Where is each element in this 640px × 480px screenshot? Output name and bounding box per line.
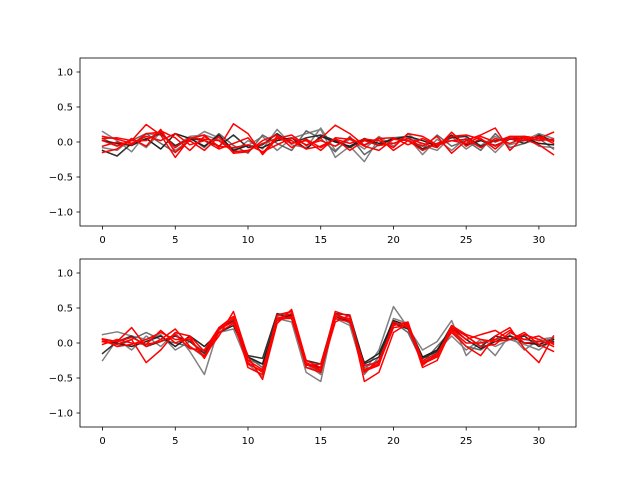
x-tick-label: 5: [172, 436, 178, 447]
series-line-8: [101, 315, 555, 372]
y-tick-label: −1.0: [49, 409, 73, 420]
series-line-4: [101, 132, 555, 152]
x-tick-label: 10: [242, 235, 255, 246]
x-tick-label: 20: [387, 235, 400, 246]
x-tick-label: 15: [314, 235, 327, 246]
y-tick-label: −0.5: [49, 173, 73, 184]
series-group: [101, 305, 555, 383]
x-tick-label: 0: [99, 436, 105, 447]
x-tick-label: 15: [314, 436, 327, 447]
x-tick-label: 10: [242, 436, 255, 447]
y-tick-label: 0.5: [57, 103, 73, 114]
x-tick-label: 30: [533, 235, 546, 246]
x-tick-label: 5: [172, 235, 178, 246]
series-line-5: [101, 123, 555, 159]
y-tick-label: −0.5: [49, 374, 73, 385]
y-tick-label: 1.0: [57, 269, 73, 280]
y-tick-label: 0.0: [57, 138, 73, 149]
x-tick-label: 25: [460, 436, 473, 447]
x-tick-label: 25: [460, 235, 473, 246]
x-tick-label: 20: [387, 436, 400, 447]
series-line-9: [101, 130, 555, 153]
bottom-chart: 0 5 10 15 20 25 30 −1.0 −0.5 0.0 0.5 1.0: [49, 258, 577, 447]
series-line-3: [101, 132, 555, 157]
y-tick-label: −1.0: [49, 208, 73, 219]
y-tick-label: 0.0: [57, 339, 73, 350]
series-group: [101, 123, 555, 163]
top-chart: 0 5 10 15 20 25 30 −1.0 −0.5 0.0 0.5 1.0: [49, 57, 577, 246]
y-tick-label: 1.0: [57, 68, 73, 79]
x-tick-label: 0: [99, 235, 105, 246]
x-tick-label: 30: [533, 436, 546, 447]
series-line-9: [101, 315, 555, 374]
y-tick-label: 0.5: [57, 304, 73, 315]
